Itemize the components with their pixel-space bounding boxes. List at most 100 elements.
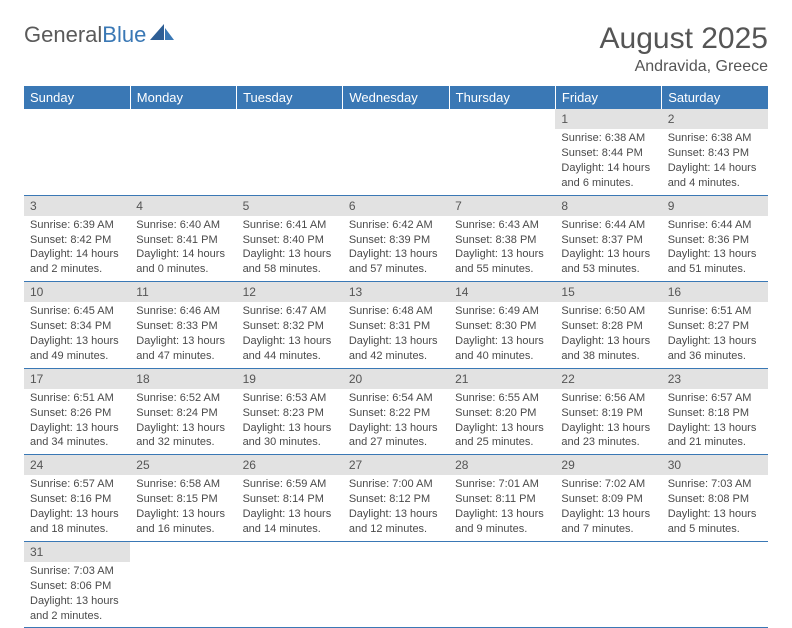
logo-text-general: General <box>24 22 102 48</box>
daylight-text-1: Daylight: 14 hours <box>136 247 230 262</box>
sunrise-text: Sunrise: 6:48 AM <box>349 304 443 319</box>
calendar-day: 16Sunrise: 6:51 AMSunset: 8:27 PMDayligh… <box>662 282 768 369</box>
daylight-text-2: and 47 minutes. <box>136 349 230 364</box>
day-number: 20 <box>343 369 449 389</box>
sunrise-text: Sunrise: 6:41 AM <box>243 218 337 233</box>
daylight-text-2: and 5 minutes. <box>668 522 762 537</box>
day-number: 29 <box>555 455 661 475</box>
calendar-day: 14Sunrise: 6:49 AMSunset: 8:30 PMDayligh… <box>449 282 555 369</box>
daylight-text-2: and 40 minutes. <box>455 349 549 364</box>
daylight-text-2: and 18 minutes. <box>30 522 124 537</box>
weekday-header: Thursday <box>449 86 555 109</box>
calendar-week: 3Sunrise: 6:39 AMSunset: 8:42 PMDaylight… <box>24 195 768 282</box>
daylight-text-1: Daylight: 13 hours <box>243 421 337 436</box>
sunrise-text: Sunrise: 6:47 AM <box>243 304 337 319</box>
day-number: 2 <box>662 109 768 129</box>
calendar-day: 15Sunrise: 6:50 AMSunset: 8:28 PMDayligh… <box>555 282 661 369</box>
calendar-day-empty <box>449 109 555 195</box>
sunset-text: Sunset: 8:33 PM <box>136 319 230 334</box>
day-details: Sunrise: 6:46 AMSunset: 8:33 PMDaylight:… <box>130 302 236 367</box>
sunrise-text: Sunrise: 7:01 AM <box>455 477 549 492</box>
day-number: 6 <box>343 196 449 216</box>
daylight-text-2: and 53 minutes. <box>561 262 655 277</box>
sunrise-text: Sunrise: 6:39 AM <box>30 218 124 233</box>
daylight-text-2: and 55 minutes. <box>455 262 549 277</box>
day-number: 18 <box>130 369 236 389</box>
sunset-text: Sunset: 8:34 PM <box>30 319 124 334</box>
day-number: 21 <box>449 369 555 389</box>
day-number: 7 <box>449 196 555 216</box>
daylight-text-1: Daylight: 13 hours <box>668 334 762 349</box>
sunset-text: Sunset: 8:40 PM <box>243 233 337 248</box>
daylight-text-1: Daylight: 13 hours <box>561 421 655 436</box>
day-details: Sunrise: 6:39 AMSunset: 8:42 PMDaylight:… <box>24 216 130 281</box>
sunset-text: Sunset: 8:19 PM <box>561 406 655 421</box>
daylight-text-1: Daylight: 13 hours <box>668 247 762 262</box>
day-details: Sunrise: 6:52 AMSunset: 8:24 PMDaylight:… <box>130 389 236 454</box>
daylight-text-2: and 51 minutes. <box>668 262 762 277</box>
day-number: 17 <box>24 369 130 389</box>
sunrise-text: Sunrise: 7:03 AM <box>668 477 762 492</box>
calendar-day: 30Sunrise: 7:03 AMSunset: 8:08 PMDayligh… <box>662 455 768 542</box>
calendar-day: 20Sunrise: 6:54 AMSunset: 8:22 PMDayligh… <box>343 368 449 455</box>
daylight-text-2: and 32 minutes. <box>136 435 230 450</box>
calendar-day-empty <box>662 541 768 628</box>
sunset-text: Sunset: 8:28 PM <box>561 319 655 334</box>
day-details: Sunrise: 7:03 AMSunset: 8:08 PMDaylight:… <box>662 475 768 540</box>
weekday-header: Friday <box>555 86 661 109</box>
sunset-text: Sunset: 8:06 PM <box>30 579 124 594</box>
sunset-text: Sunset: 8:31 PM <box>349 319 443 334</box>
day-number: 31 <box>24 542 130 562</box>
daylight-text-2: and 7 minutes. <box>561 522 655 537</box>
sunrise-text: Sunrise: 6:45 AM <box>30 304 124 319</box>
calendar-day: 29Sunrise: 7:02 AMSunset: 8:09 PMDayligh… <box>555 455 661 542</box>
daylight-text-2: and 16 minutes. <box>136 522 230 537</box>
day-details: Sunrise: 6:42 AMSunset: 8:39 PMDaylight:… <box>343 216 449 281</box>
sunrise-text: Sunrise: 6:58 AM <box>136 477 230 492</box>
daylight-text-2: and 9 minutes. <box>455 522 549 537</box>
sunrise-text: Sunrise: 6:38 AM <box>668 131 762 146</box>
day-number: 23 <box>662 369 768 389</box>
sunset-text: Sunset: 8:14 PM <box>243 492 337 507</box>
day-details: Sunrise: 6:45 AMSunset: 8:34 PMDaylight:… <box>24 302 130 367</box>
daylight-text-1: Daylight: 13 hours <box>136 421 230 436</box>
daylight-text-1: Daylight: 13 hours <box>30 594 124 609</box>
day-details: Sunrise: 6:51 AMSunset: 8:26 PMDaylight:… <box>24 389 130 454</box>
sunset-text: Sunset: 8:15 PM <box>136 492 230 507</box>
daylight-text-2: and 34 minutes. <box>30 435 124 450</box>
weekday-header: Monday <box>130 86 236 109</box>
sunset-text: Sunset: 8:11 PM <box>455 492 549 507</box>
day-details: Sunrise: 6:58 AMSunset: 8:15 PMDaylight:… <box>130 475 236 540</box>
daylight-text-2: and 42 minutes. <box>349 349 443 364</box>
daylight-text-1: Daylight: 13 hours <box>668 421 762 436</box>
sunrise-text: Sunrise: 6:51 AM <box>30 391 124 406</box>
calendar-day: 10Sunrise: 6:45 AMSunset: 8:34 PMDayligh… <box>24 282 130 369</box>
day-details: Sunrise: 6:57 AMSunset: 8:16 PMDaylight:… <box>24 475 130 540</box>
day-details: Sunrise: 6:44 AMSunset: 8:36 PMDaylight:… <box>662 216 768 281</box>
title-block: August 2025 Andravida, Greece <box>600 22 768 76</box>
sunrise-text: Sunrise: 6:55 AM <box>455 391 549 406</box>
day-details: Sunrise: 6:53 AMSunset: 8:23 PMDaylight:… <box>237 389 343 454</box>
sunset-text: Sunset: 8:41 PM <box>136 233 230 248</box>
day-details: Sunrise: 6:38 AMSunset: 8:44 PMDaylight:… <box>555 129 661 194</box>
day-details: Sunrise: 6:47 AMSunset: 8:32 PMDaylight:… <box>237 302 343 367</box>
calendar-day-empty <box>237 541 343 628</box>
daylight-text-2: and 6 minutes. <box>561 176 655 191</box>
day-number: 4 <box>130 196 236 216</box>
day-details: Sunrise: 6:51 AMSunset: 8:27 PMDaylight:… <box>662 302 768 367</box>
logo-text-blue: Blue <box>102 22 146 48</box>
daylight-text-1: Daylight: 13 hours <box>349 247 443 262</box>
daylight-text-1: Daylight: 14 hours <box>30 247 124 262</box>
sunrise-text: Sunrise: 7:03 AM <box>30 564 124 579</box>
daylight-text-1: Daylight: 13 hours <box>455 421 549 436</box>
day-details: Sunrise: 6:49 AMSunset: 8:30 PMDaylight:… <box>449 302 555 367</box>
sunset-text: Sunset: 8:30 PM <box>455 319 549 334</box>
day-details: Sunrise: 7:01 AMSunset: 8:11 PMDaylight:… <box>449 475 555 540</box>
day-number: 13 <box>343 282 449 302</box>
sunrise-text: Sunrise: 7:02 AM <box>561 477 655 492</box>
calendar-day-empty <box>24 109 130 195</box>
sunrise-text: Sunrise: 6:56 AM <box>561 391 655 406</box>
calendar-week: 17Sunrise: 6:51 AMSunset: 8:26 PMDayligh… <box>24 368 768 455</box>
daylight-text-1: Daylight: 13 hours <box>30 334 124 349</box>
sunset-text: Sunset: 8:24 PM <box>136 406 230 421</box>
